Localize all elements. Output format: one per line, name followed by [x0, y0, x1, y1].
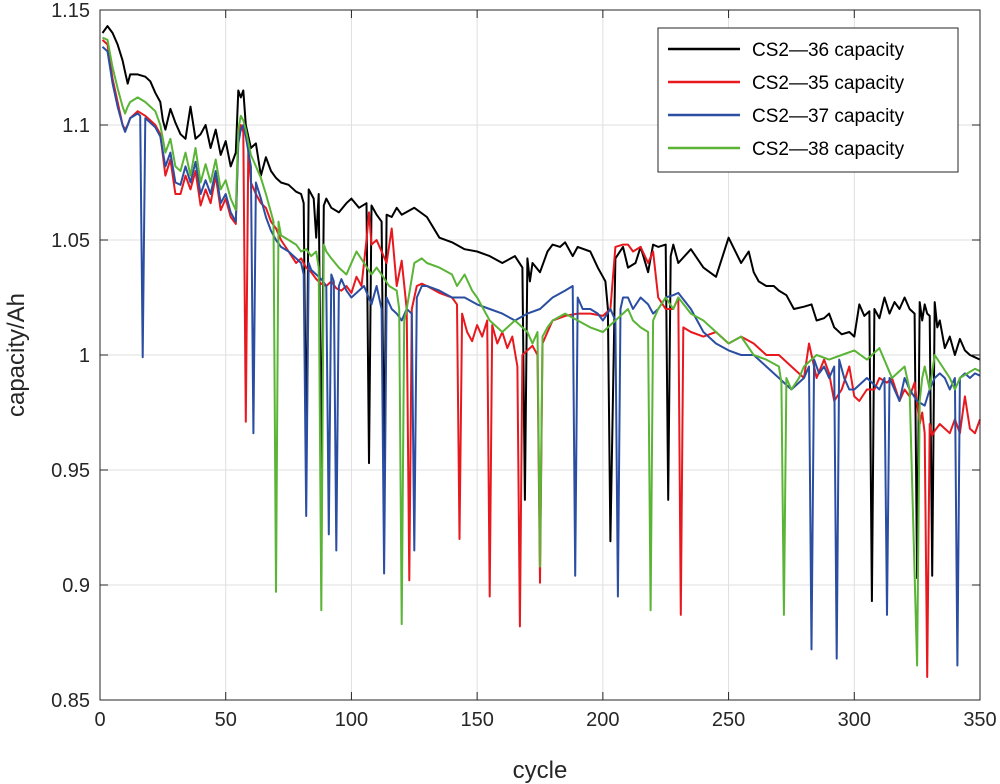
x-tick-label: 100	[335, 709, 368, 731]
y-tick-label: 0.95	[51, 460, 90, 482]
y-tick-label: 0.9	[62, 575, 90, 597]
x-tick-label: 50	[215, 709, 237, 731]
series-line-1	[101, 25, 981, 603]
x-tick-label: 300	[838, 709, 871, 731]
legend-label-4: CS2—38 capacity	[752, 139, 905, 160]
x-tick-label: 350	[963, 709, 996, 731]
legend: CS2—36 capacity CS2—35 capacity CS2—37 cap…	[657, 27, 959, 173]
series-line-2	[101, 39, 981, 678]
series-line-3	[101, 46, 981, 667]
x-tick-label: 250	[712, 709, 745, 731]
y-tick-label: 1.1	[62, 115, 90, 137]
legend-label-3: CS2—37 capacity	[752, 106, 905, 127]
series-line-4	[102, 36, 981, 667]
x-tick-label: 200	[586, 709, 619, 731]
y-axis-label: capacity/Ah	[3, 293, 30, 417]
x-axis-label: cycle	[513, 757, 568, 784]
x-axis: 0 50 100 150 200 250 300 350	[94, 10, 997, 731]
y-tick-label: 1.15	[51, 0, 90, 22]
x-tick-label: 150	[460, 709, 493, 731]
y-tick-label: 1.05	[51, 230, 90, 252]
y-tick-label: 0.85	[51, 690, 90, 712]
legend-label-1: CS2—36 capacity	[752, 40, 905, 61]
y-axis: 0.85 0.9 0.95 1 1.05 1.1 1.15	[51, 0, 980, 712]
legend-label-2: CS2—35 capacity	[752, 73, 905, 94]
x-tick-label: 0	[94, 709, 105, 731]
series-group	[101, 25, 981, 678]
y-tick-label: 1	[79, 345, 90, 367]
